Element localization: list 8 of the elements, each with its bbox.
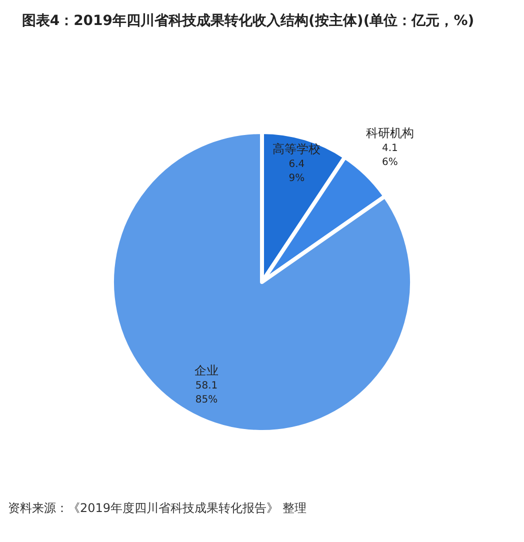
slice-label: 高等学校 [272, 142, 321, 156]
slice-label: 科研机构 [366, 126, 414, 140]
data-label: 4.1 6% [382, 143, 398, 168]
slice-label: 企业 [194, 363, 218, 378]
chart-title: 图表4：2019年四川省科技成果转化收入结构(按主体)(单位：亿元，%) [22, 12, 474, 29]
data-label: 6.4 9% [288, 159, 305, 184]
text: 资料来源：《2019年度四川省科技成果转化报告》 整理 [8, 501, 306, 515]
data-label: 58.1 85% [195, 380, 218, 406]
